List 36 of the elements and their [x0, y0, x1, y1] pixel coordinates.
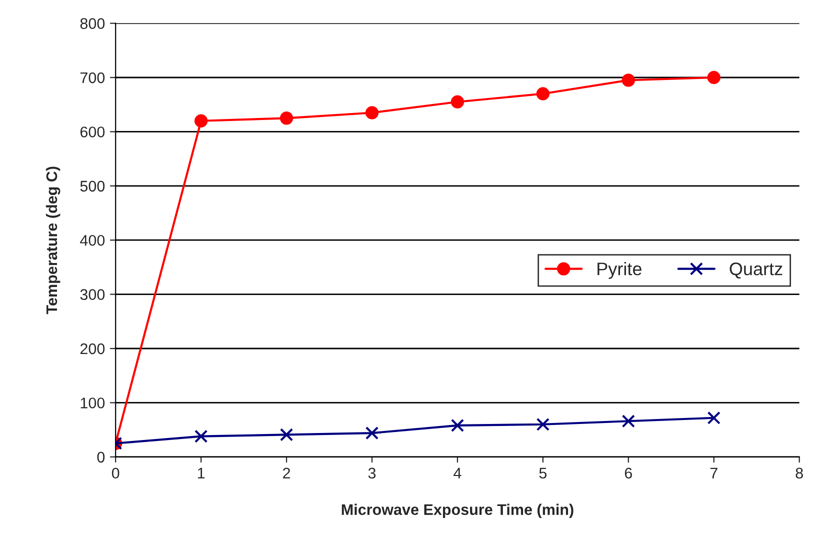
- x-tick-label: 0: [112, 468, 120, 479]
- y-tick-label: 400: [80, 234, 105, 246]
- x-tick-label: 7: [710, 468, 718, 478]
- point: [365, 106, 379, 120]
- x-tick-label: 8: [796, 468, 803, 479]
- point: [707, 70, 720, 84]
- legend-label: Quartz: [730, 262, 782, 279]
- y-tick-label: 200: [80, 343, 105, 354]
- point: [536, 418, 550, 431]
- point: [450, 95, 464, 108]
- x-tick-label: 4: [454, 468, 462, 478]
- y-tick-label: 300: [80, 289, 105, 300]
- point: [194, 430, 208, 443]
- point: [622, 74, 636, 87]
- y-tick-label: 500: [80, 180, 105, 192]
- x-tick-label: 6: [624, 468, 632, 479]
- x-axis-title: Microwave Exposure Time (min): [342, 504, 574, 518]
- point: [280, 428, 294, 442]
- point: [536, 87, 550, 100]
- point: [707, 411, 720, 424]
- x-tick-label: 5: [539, 468, 547, 479]
- legend-label: Pyrite: [598, 262, 642, 279]
- y-tick-label: 100: [80, 398, 105, 408]
- x-tick-label: 2: [283, 468, 290, 478]
- x-tick-label: 1: [198, 468, 205, 478]
- y-tick-label: 600: [80, 126, 105, 138]
- y-axis-title: Temperature (deg C): [46, 166, 60, 314]
- point: [280, 112, 294, 125]
- x-tick-label: 3: [368, 468, 376, 479]
- point: [194, 114, 208, 128]
- point: [365, 426, 379, 440]
- point: [450, 418, 464, 432]
- point: [622, 414, 636, 428]
- y-tick-label: 0: [97, 452, 105, 463]
- y-tick-label: 800: [80, 18, 105, 29]
- y-tick-label: 700: [80, 72, 105, 84]
